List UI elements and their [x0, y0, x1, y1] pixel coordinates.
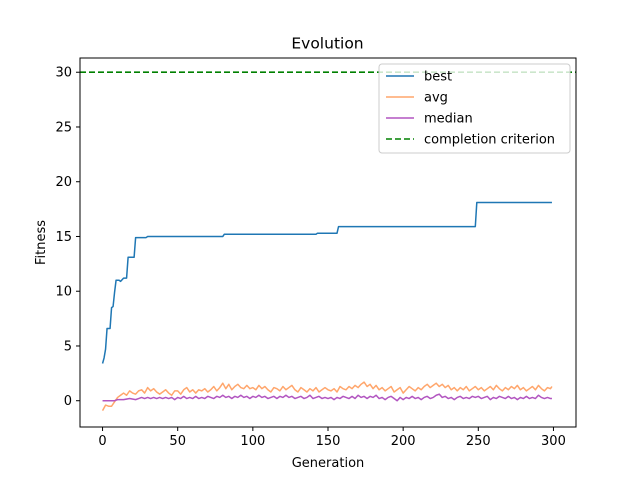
x-tick-label: 200 [391, 434, 416, 449]
y-tick-label: 0 [64, 394, 72, 409]
series-line-best [101, 201, 552, 364]
x-tick-label: 150 [316, 434, 341, 449]
y-axis-ticks: 0 5 10 15 20 25 30 [55, 66, 80, 409]
x-tick-label: 0 [98, 434, 106, 449]
legend-label: avg [424, 91, 448, 106]
legend-box [378, 63, 571, 154]
y-tick-label: 25 [55, 120, 72, 135]
chart-title: Evolution [291, 35, 363, 53]
y-tick-label: 10 [55, 285, 72, 300]
plot-area [79, 57, 577, 428]
x-tick-label: 300 [541, 434, 566, 449]
legend-label: median [424, 112, 473, 127]
x-tick-label: 100 [240, 434, 265, 449]
legend-label: completion criterion [424, 133, 555, 148]
y-tick-label: 30 [55, 66, 72, 81]
x-tick-label: 50 [169, 434, 186, 449]
legend: best avg median completion criterion [378, 63, 571, 154]
x-tick-label: 250 [466, 434, 491, 449]
series-layer [101, 201, 553, 411]
series-line-avg [101, 381, 553, 411]
y-tick-label: 15 [55, 230, 72, 245]
series-line-median [102, 393, 552, 402]
y-axis-label: Fitness [34, 220, 49, 265]
x-axis-label: Generation [292, 456, 365, 471]
legend-label: best [424, 70, 452, 85]
y-tick-label: 20 [55, 175, 72, 190]
x-axis-ticks: 0 50 100 150 200 250 300 [98, 427, 566, 449]
y-tick-label: 5 [64, 339, 72, 354]
